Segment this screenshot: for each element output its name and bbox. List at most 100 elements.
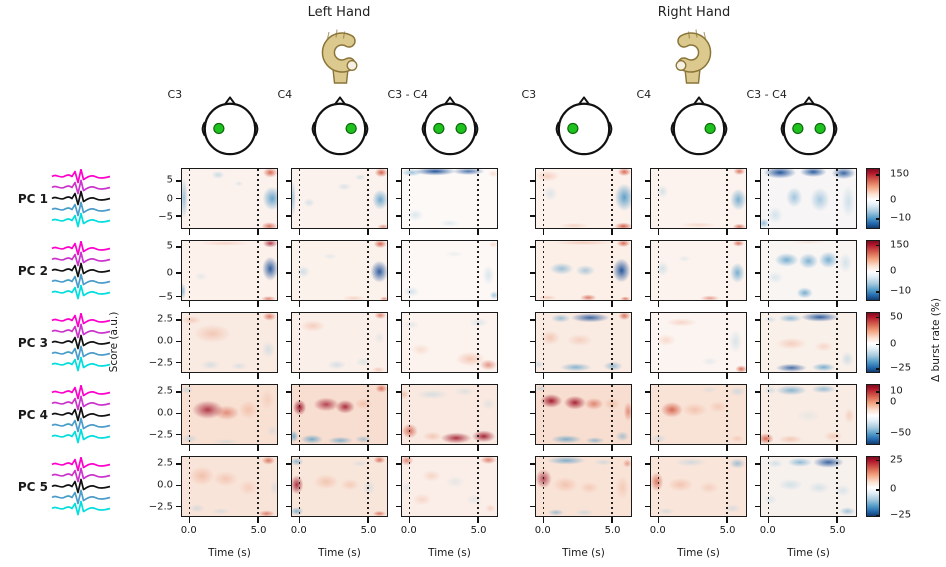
channel-label-2: C3 - C4 [387,88,428,101]
colorbar-tick-mark [876,391,880,393]
event-line [408,169,411,228]
x-tick-mark [477,373,479,379]
event-line [188,169,191,228]
x-tick-mark [408,373,411,379]
y-tick-mark [755,197,760,200]
x-tick-mark [611,373,613,379]
y-tick-mark [396,295,401,298]
y-tick-mark [286,433,291,436]
colorbar-tick-mark [876,244,880,247]
y-tick-mark [176,246,181,248]
y-tick-mark [396,246,401,248]
y-tick-mark [755,295,760,298]
waveform-icon-pc1 [50,168,112,228]
heatmap-panel-r4c4 [530,384,632,451]
y-tick-label: −5 [158,211,173,223]
x-tick-mark [188,373,191,379]
y-tick-label: 5 [166,240,173,252]
colorbar-tick-mark [876,174,880,176]
heatmap-panel-r1c2 [286,168,388,235]
pc-label-5: PC 5 [17,479,48,494]
y-tick-label: 2.5 [157,385,173,397]
y-tick-mark [286,412,291,415]
heatmap-panel-r2c2 [286,240,388,307]
colorbar-tick-mark [876,316,880,319]
x-tick-label: 0.0 [400,525,417,536]
event-line [367,313,369,372]
x-tick-mark [726,301,728,307]
x-tick-mark [611,229,613,235]
x-tick-mark [611,517,613,523]
head-diagram-5 [778,96,840,158]
event-line [836,457,838,516]
y-tick-mark [530,246,535,248]
y-tick-mark [530,361,535,364]
y-tick-mark [286,246,291,248]
left-hand-icon [316,26,362,84]
heatmap-panel-r4c2 [286,384,388,451]
y-tick-mark [396,361,401,364]
y-tick-mark [645,215,650,217]
x-tick-mark [657,373,660,379]
channel-label-0: C3 [167,88,183,101]
y-tick-mark [286,463,291,465]
x-tick-mark [408,229,411,235]
x-tick-label: 5.0 [470,525,487,536]
y-tick-mark [176,505,181,508]
y-tick-mark [530,433,535,436]
y-tick-mark [645,433,650,436]
x-tick-label: 0.0 [180,525,197,536]
x-tick-mark [767,373,770,379]
heatmap-panel-r3c1 [176,312,278,379]
heatmap-panel-r5c4 [530,456,632,523]
y-tick-mark [645,295,650,298]
y-tick-label: −2.5 [148,501,173,513]
x-tick-mark [298,229,301,235]
y-tick-mark [396,272,401,274]
x-tick-mark [836,229,838,235]
y-tick-mark [755,412,760,415]
event-line [611,169,613,228]
y-tick-mark [396,433,401,436]
event-line [367,457,369,516]
x-tick-mark [188,445,191,451]
x-tick-label: 0.0 [649,525,666,536]
colorbar-tick-mark [876,343,880,346]
y-tick-label: 2.5 [157,313,173,325]
x-tick-mark [726,445,728,451]
event-line [408,241,411,300]
heatmap-panel-r3c3 [396,312,498,379]
x-tick-mark [408,445,411,451]
colorbar-tick-mark [876,488,880,491]
right-hand-icon [671,26,717,84]
y-tick-mark [755,484,760,487]
channel-label-3: C3 [521,88,537,101]
y-tick-mark [530,505,535,508]
channel-label-5: C3 - C4 [746,88,787,101]
event-line [367,169,369,228]
event-line [542,169,545,228]
event-line [836,385,838,444]
y-tick-mark [645,484,650,487]
heatmap-panel-r1c5 [645,168,747,235]
heatmap-panel-r2c6 [755,240,857,307]
colorbar-tick-mark [876,199,880,202]
event-line [726,313,728,372]
x-tick-mark [367,517,369,523]
head-diagram-4 [668,96,730,158]
colorbar-tick-mark [876,368,880,370]
y-tick-mark [176,433,181,436]
y-tick-label: −2.5 [148,429,173,441]
x-tick-mark [257,445,259,451]
event-line [188,385,191,444]
y-tick-mark [530,319,535,321]
heatmap-panel-r1c6 [755,168,857,235]
y-tick-mark [530,180,535,182]
x-tick-label: 0.0 [759,525,776,536]
event-line [298,169,301,228]
y-tick-label: 0 [166,193,173,204]
y-tick-mark [755,215,760,217]
y-tick-mark [755,340,760,343]
x-axis-label-1: Time (s) [318,547,361,559]
